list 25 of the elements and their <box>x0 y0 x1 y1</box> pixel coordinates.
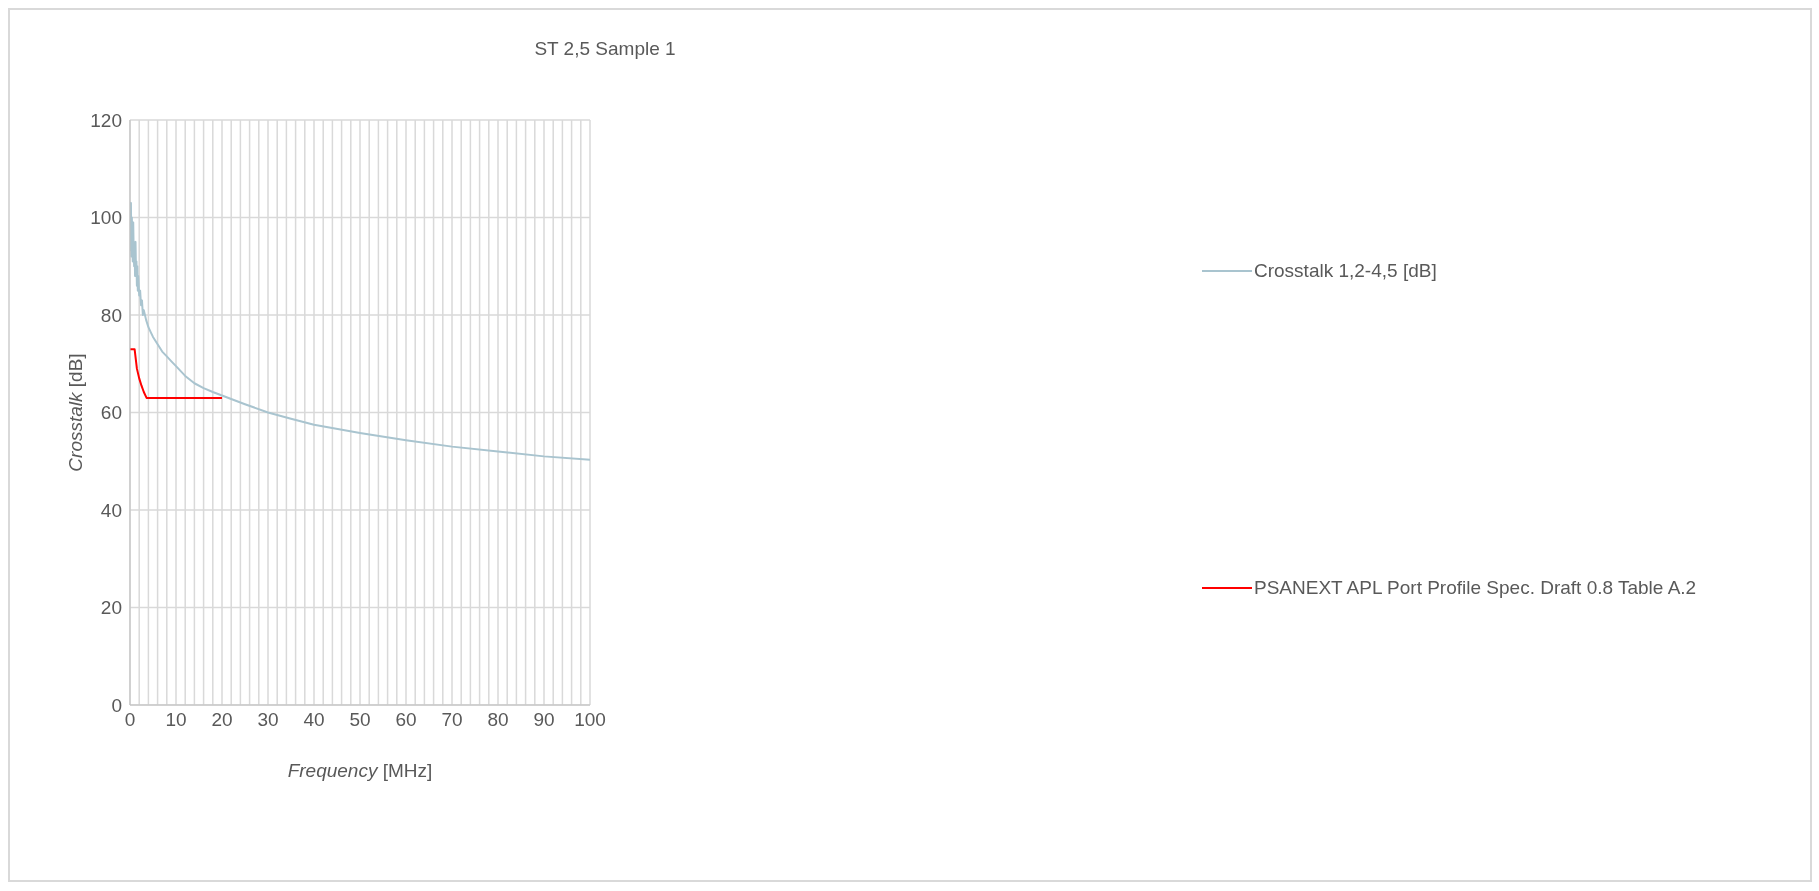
x-tick-label: 20 <box>211 709 233 731</box>
x-tick-label: 30 <box>257 709 279 731</box>
x-axis-title: Frequency [MHz] <box>287 760 433 781</box>
x-tick-label: 80 <box>487 709 509 731</box>
x-tick-label: 50 <box>349 709 371 731</box>
legend-label: Crosstalk 1,2-4,5 [dB] <box>1254 260 1437 282</box>
y-tick-label: 60 <box>100 402 122 424</box>
y-tick-label: 120 <box>90 109 122 131</box>
x-tick-label: 10 <box>165 709 187 731</box>
line-series <box>130 348 223 399</box>
chart-title: ST 2,5 Sample 1 <box>533 38 677 60</box>
x-tick-label: 70 <box>441 709 463 731</box>
x-tick-label: 40 <box>303 709 325 731</box>
y-tick-label: 20 <box>100 597 122 619</box>
x-tick-label: 60 <box>395 709 417 731</box>
line-series <box>130 201 590 461</box>
y-tick-label: 80 <box>100 304 122 326</box>
y-tick-label: 0 <box>111 694 122 716</box>
y-axis-title: Crosstalk [dB] <box>65 353 86 472</box>
y-tick-label: 40 <box>100 499 122 521</box>
x-tick-label: 90 <box>533 709 555 731</box>
y-tick-label: 100 <box>90 207 122 229</box>
x-tick-label: 0 <box>124 709 136 731</box>
legend-label: PSANEXT APL Port Profile Spec. Draft 0.8 Table A.2 <box>1254 577 1697 599</box>
x-tick-label: 100 <box>574 709 606 731</box>
